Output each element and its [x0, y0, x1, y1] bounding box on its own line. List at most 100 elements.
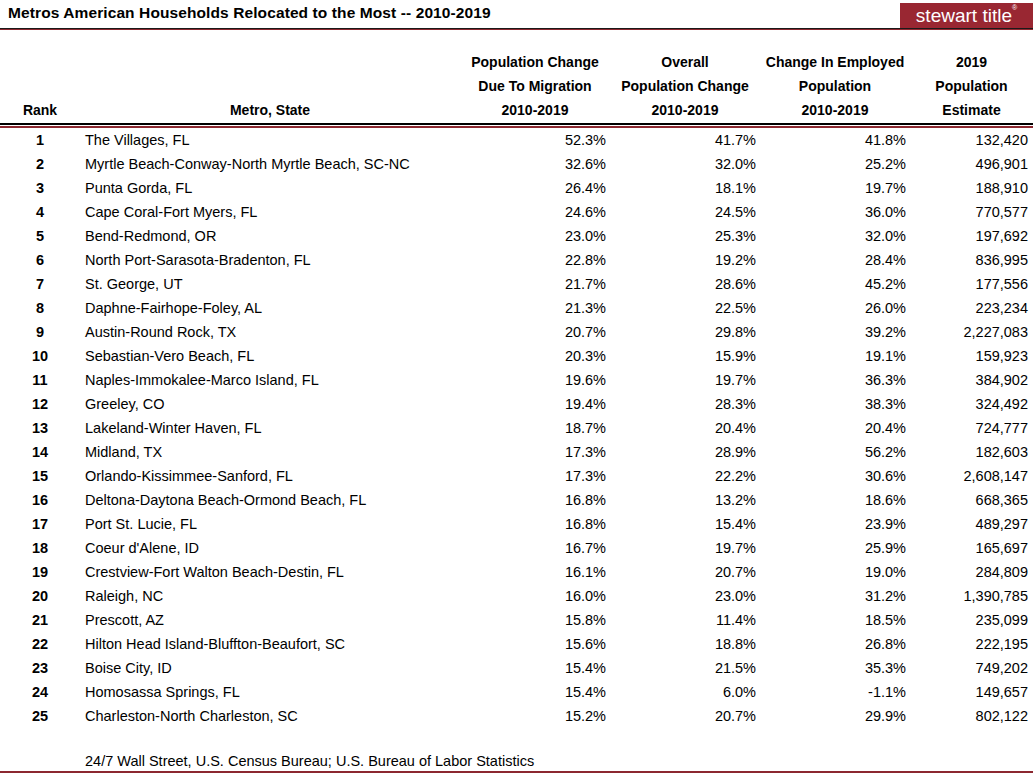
cell-migration: 32.6%	[460, 152, 610, 176]
cell-rank: 1	[0, 128, 80, 152]
header-line: Population	[760, 74, 910, 98]
cell-rank: 19	[0, 560, 80, 584]
cell-migration: 26.4%	[460, 176, 610, 200]
cell-rank: 6	[0, 248, 80, 272]
cell-migration: 18.7%	[460, 416, 610, 440]
stewart-title-logo: stewart title®	[900, 3, 1033, 28]
cell-migration: 20.7%	[460, 320, 610, 344]
cell-rank: 8	[0, 296, 80, 320]
header-line: 2010-2019	[760, 98, 910, 122]
table-row: 8Daphne-Fairhope-Foley, AL21.3%22.5%26.0…	[0, 296, 1033, 320]
table-row: 21Prescott, AZ15.8%11.4%18.5%235,099	[0, 608, 1033, 632]
table-row: 16Deltona-Daytona Beach-Ormond Beach, FL…	[0, 488, 1033, 512]
cell-overall: 24.5%	[610, 200, 760, 224]
cell-employed: 32.0%	[760, 224, 910, 248]
cell-employed: -1.1%	[760, 680, 910, 704]
cell-employed: 38.3%	[760, 392, 910, 416]
cell-metro: Punta Gorda, FL	[80, 176, 460, 200]
cell-metro: Greeley, CO	[80, 392, 460, 416]
cell-migration: 15.2%	[460, 704, 610, 728]
cell-population: 836,995	[910, 248, 1033, 272]
cell-overall: 19.2%	[610, 248, 760, 272]
column-header-employed-change: Change In Employed Population 2010-2019	[760, 50, 910, 122]
cell-metro: Lakeland-Winter Haven, FL	[80, 416, 460, 440]
cell-overall: 19.7%	[610, 536, 760, 560]
cell-metro: Bend-Redmond, OR	[80, 224, 460, 248]
cell-migration: 15.6%	[460, 632, 610, 656]
cell-population: 132,420	[910, 128, 1033, 152]
cell-overall: 20.7%	[610, 704, 760, 728]
table-row: 22Hilton Head Island-Bluffton-Beaufort, …	[0, 632, 1033, 656]
page-title: Metros American Households Relocated to …	[8, 4, 491, 22]
table-row: 11Naples-Immokalee-Marco Island, FL19.6%…	[0, 368, 1033, 392]
cell-migration: 16.8%	[460, 512, 610, 536]
cell-employed: 29.9%	[760, 704, 910, 728]
cell-employed: 18.6%	[760, 488, 910, 512]
table-row: 10Sebastian-Vero Beach, FL20.3%15.9%19.1…	[0, 344, 1033, 368]
table-row: 23Boise City, ID15.4%21.5%35.3%749,202	[0, 656, 1033, 680]
cell-rank: 2	[0, 152, 80, 176]
cell-metro: Coeur d'Alene, ID	[80, 536, 460, 560]
cell-population: 724,777	[910, 416, 1033, 440]
cell-overall: 11.4%	[610, 608, 760, 632]
cell-employed: 25.9%	[760, 536, 910, 560]
cell-population: 284,809	[910, 560, 1033, 584]
table-row: 20Raleigh, NC16.0%23.0%31.2%1,390,785	[0, 584, 1033, 608]
cell-migration: 21.7%	[460, 272, 610, 296]
table-row: 2Myrtle Beach-Conway-North Myrtle Beach,…	[0, 152, 1033, 176]
cell-overall: 28.3%	[610, 392, 760, 416]
cell-rank: 23	[0, 656, 80, 680]
cell-rank: 20	[0, 584, 80, 608]
cell-employed: 18.5%	[760, 608, 910, 632]
cell-overall: 32.0%	[610, 152, 760, 176]
cell-metro: The Villages, FL	[80, 128, 460, 152]
cell-overall: 15.4%	[610, 512, 760, 536]
cell-rank: 13	[0, 416, 80, 440]
cell-migration: 17.3%	[460, 440, 610, 464]
cell-population: 770,577	[910, 200, 1033, 224]
cell-overall: 41.7%	[610, 128, 760, 152]
cell-migration: 21.3%	[460, 296, 610, 320]
cell-overall: 28.9%	[610, 440, 760, 464]
cell-rank: 18	[0, 536, 80, 560]
cell-migration: 22.8%	[460, 248, 610, 272]
cell-overall: 13.2%	[610, 488, 760, 512]
cell-migration: 23.0%	[460, 224, 610, 248]
cell-overall: 22.5%	[610, 296, 760, 320]
cell-overall: 20.4%	[610, 416, 760, 440]
cell-rank: 25	[0, 704, 80, 728]
cell-population: 182,603	[910, 440, 1033, 464]
cell-metro: Myrtle Beach-Conway-North Myrtle Beach, …	[80, 152, 460, 176]
table-row: 4Cape Coral-Fort Myers, FL24.6%24.5%36.0…	[0, 200, 1033, 224]
cell-migration: 16.0%	[460, 584, 610, 608]
cell-overall: 25.3%	[610, 224, 760, 248]
cell-rank: 14	[0, 440, 80, 464]
title-divider	[0, 28, 1033, 30]
column-header-rank: Rank	[0, 98, 80, 122]
source-note: 24/7 Wall Street, U.S. Census Bureau; U.…	[0, 753, 1033, 769]
cell-metro: Deltona-Daytona Beach-Ormond Beach, FL	[80, 488, 460, 512]
cell-population: 668,365	[910, 488, 1033, 512]
table-row: 17Port St. Lucie, FL16.8%15.4%23.9%489,2…	[0, 512, 1033, 536]
header-line: Population Change	[610, 74, 760, 98]
cell-employed: 41.8%	[760, 128, 910, 152]
cell-population: 2,608,147	[910, 464, 1033, 488]
cell-migration: 16.8%	[460, 488, 610, 512]
cell-migration: 16.1%	[460, 560, 610, 584]
cell-metro: Hilton Head Island-Bluffton-Beaufort, SC	[80, 632, 460, 656]
header-line: 2019	[910, 50, 1033, 74]
table-row: 24Homosassa Springs, FL15.4%6.0%-1.1%149…	[0, 680, 1033, 704]
cell-population: 384,902	[910, 368, 1033, 392]
column-header-metro-state: Metro, State	[80, 98, 460, 122]
cell-metro: Homosassa Springs, FL	[80, 680, 460, 704]
table-row: 1The Villages, FL52.3%41.7%41.8%132,420	[0, 128, 1033, 152]
cell-rank: 15	[0, 464, 80, 488]
header-line: 2010-2019	[460, 98, 610, 122]
cell-metro: Charleston-North Charleston, SC	[80, 704, 460, 728]
cell-metro: Daphne-Fairhope-Foley, AL	[80, 296, 460, 320]
cell-employed: 36.3%	[760, 368, 910, 392]
header-line: Change In Employed	[760, 50, 910, 74]
cell-population: 159,923	[910, 344, 1033, 368]
cell-overall: 15.9%	[610, 344, 760, 368]
cell-population: 149,657	[910, 680, 1033, 704]
